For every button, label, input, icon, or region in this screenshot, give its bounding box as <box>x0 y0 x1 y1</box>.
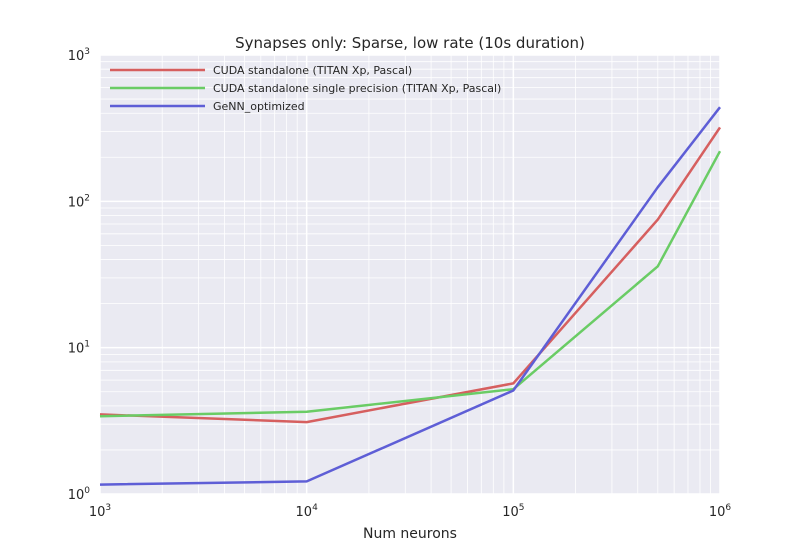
y-tick-labels: 100 101 102 103 <box>68 47 91 503</box>
x-axis-label: Num neurons <box>363 526 457 542</box>
series-line-2 <box>99 106 721 486</box>
x-tick-label: 106 <box>709 503 732 520</box>
minor-gridlines <box>100 55 720 494</box>
y-tick-label: 100 <box>68 486 91 503</box>
legend-label: CUDA standalone single precision (TITAN … <box>213 82 501 95</box>
plot-area <box>100 55 720 494</box>
x-tick-label: 103 <box>89 503 111 520</box>
legend-entry: CUDA standalone single precision (TITAN … <box>110 82 501 95</box>
y-tick-label: 101 <box>68 340 90 357</box>
chart-title: Synapses only: Sparse, low rate (10s dur… <box>235 34 585 52</box>
series-line-0 <box>99 126 722 424</box>
x-tick-label: 105 <box>502 503 524 520</box>
major-gridlines <box>99 54 721 495</box>
y-tick-label: 103 <box>68 47 90 64</box>
legend-entry: GeNN_optimized <box>110 100 305 113</box>
legend-label: GeNN_optimized <box>213 100 305 113</box>
legend-entry: CUDA standalone (TITAN Xp, Pascal) <box>110 64 412 77</box>
legend: CUDA standalone (TITAN Xp, Pascal) CUDA … <box>110 64 501 113</box>
series-lines <box>99 106 722 486</box>
legend-label: CUDA standalone (TITAN Xp, Pascal) <box>213 64 412 77</box>
x-tick-label: 104 <box>296 503 319 520</box>
y-tick-label: 102 <box>68 193 90 210</box>
x-tick-labels: 103 104 105 106 <box>89 503 732 520</box>
